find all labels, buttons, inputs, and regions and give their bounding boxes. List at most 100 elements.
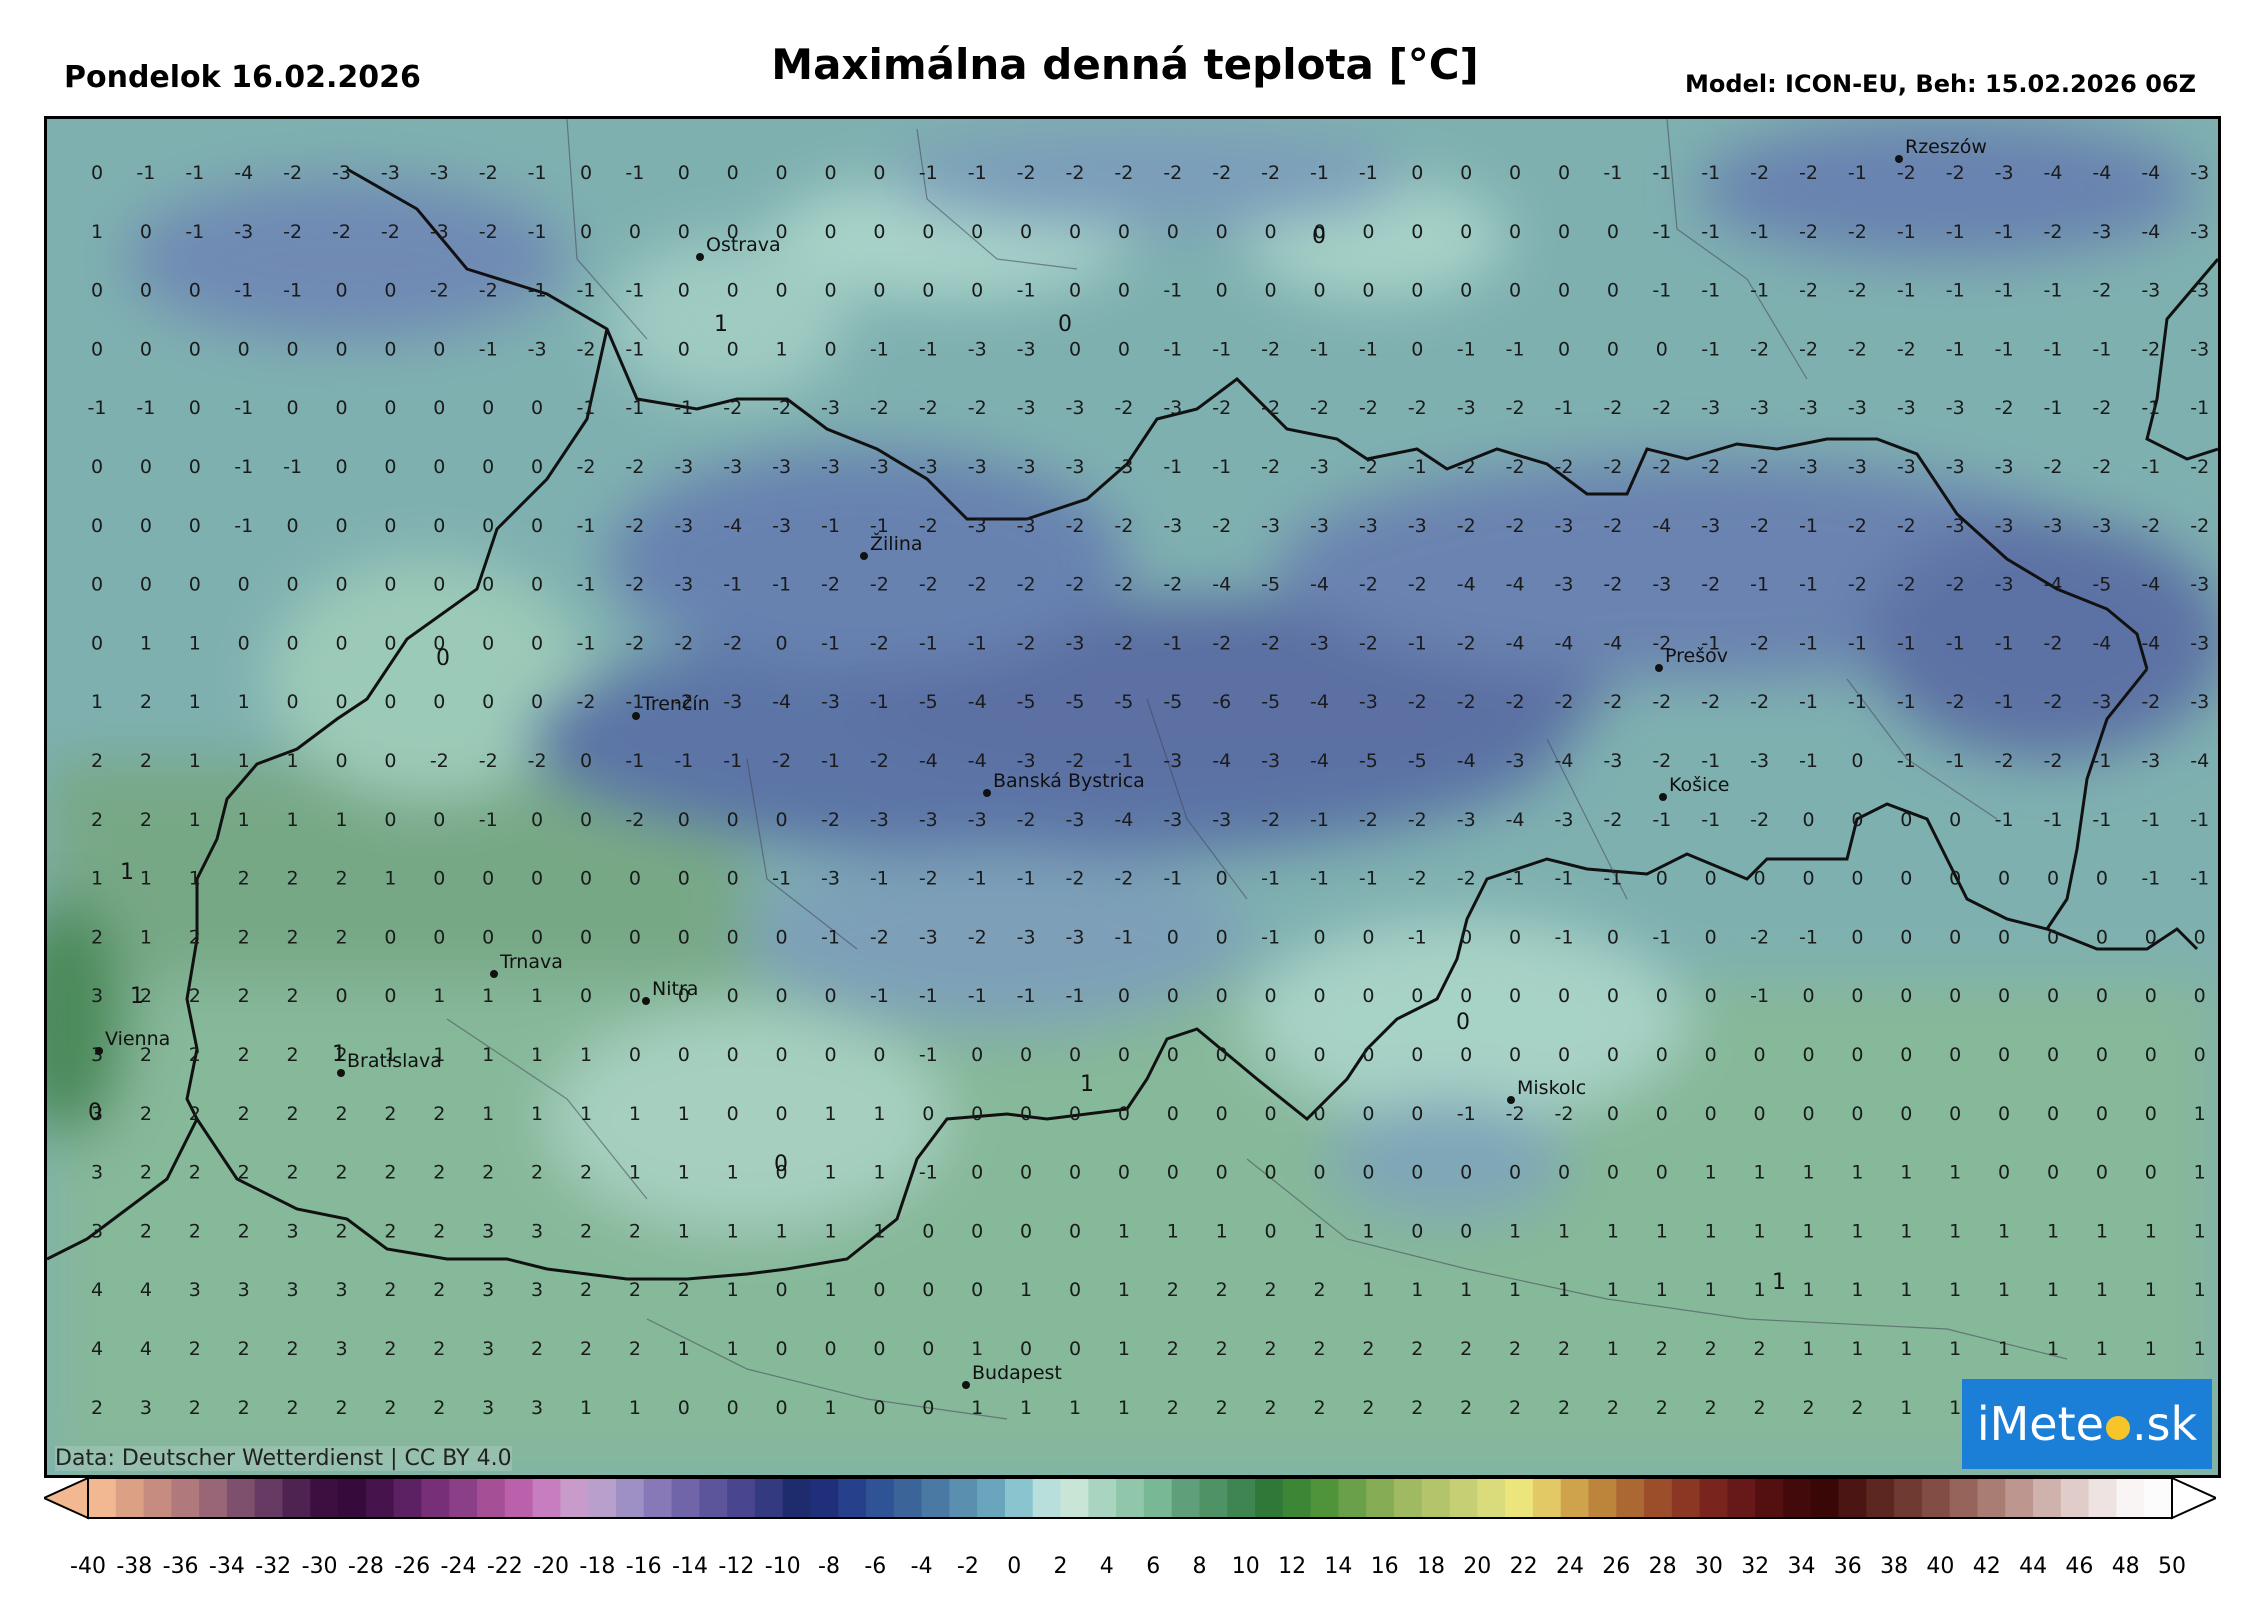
grid-value: -3 <box>1701 515 1720 537</box>
grid-value: -2 <box>283 162 302 184</box>
grid-value: -2 <box>625 574 644 596</box>
grid-value: 0 <box>1362 1044 1374 1066</box>
grid-value: -1 <box>919 338 938 360</box>
grid-value: 2 <box>1216 1397 1228 1419</box>
grid-value: 1 <box>384 1044 396 1066</box>
grid-value: 0 <box>776 632 788 654</box>
grid-value: 0 <box>1802 985 1814 1007</box>
grid-value: -2 <box>1750 162 1769 184</box>
grid-value: -3 <box>234 221 253 243</box>
grid-value: 1 <box>727 1220 739 1242</box>
grid-value: -3 <box>1995 515 2014 537</box>
city-dot <box>490 970 498 978</box>
grid-value: -2 <box>1114 397 1133 419</box>
grid-value: 2 <box>1167 1338 1179 1360</box>
grid-value: 0 <box>335 456 347 478</box>
grid-value: -1 <box>1652 221 1671 243</box>
grid-value: -2 <box>1750 691 1769 713</box>
contour-label: 1 <box>714 312 728 337</box>
grid-value: -2 <box>1848 280 1867 302</box>
grid-value: 0 <box>1362 926 1374 948</box>
grid-value: 0 <box>2096 985 2108 1007</box>
grid-value: 1 <box>1900 1162 1912 1184</box>
grid-value: -3 <box>968 456 987 478</box>
colorbar-swatch <box>1421 1478 1451 1518</box>
grid-value: 2 <box>1509 1397 1521 1419</box>
grid-value: 2 <box>1313 1338 1325 1360</box>
temperature-map: 0 -1 -1 -4 -2 -3 -3 -3 -2 -1 0 -1 0 0 0 0 0 -1 -1 -2 -2 -2 -2 -… <box>44 116 2221 1478</box>
grid-value: 0 <box>1313 1103 1325 1125</box>
grid-value: -2 <box>1066 162 1085 184</box>
colorbar-swatch <box>2116 1478 2145 1518</box>
grid-value: -2 <box>1261 809 1280 831</box>
colorbar-swatch <box>1282 1478 1312 1518</box>
city-label: Trnava <box>499 951 563 973</box>
grid-value: 0 <box>238 574 250 596</box>
grid-value: -1 <box>1114 926 1133 948</box>
grid-value: -5 <box>1261 691 1280 713</box>
grid-value: -2 <box>1114 162 1133 184</box>
grid-value: -2 <box>1652 397 1671 419</box>
grid-value: 0 <box>189 456 201 478</box>
colorbar-tick-label: -6 <box>864 1554 887 1579</box>
grid-value: 0 <box>727 1103 739 1125</box>
grid-value: -1 <box>1799 750 1818 772</box>
grid-value: -4 <box>723 515 742 537</box>
grid-value: 3 <box>91 1044 103 1066</box>
grid-value: 0 <box>433 397 445 419</box>
grid-value: -1 <box>1995 691 2014 713</box>
colorbar-tick-label: 10 <box>1231 1554 1260 1579</box>
grid-value: -2 <box>1652 691 1671 713</box>
map-title: Maximálna denná teplota [°C] <box>771 40 1479 89</box>
grid-value: 0 <box>482 926 494 948</box>
grid-value: 0 <box>1754 868 1766 890</box>
grid-value: -2 <box>1897 162 1916 184</box>
grid-value: -1 <box>1163 632 1182 654</box>
grid-value: 0 <box>1900 868 1912 890</box>
grid-value: 0 <box>384 926 396 948</box>
grid-value: -3 <box>1506 750 1525 772</box>
imeteo-logo[interactable]: iMete .sk <box>1962 1379 2212 1469</box>
grid-value: 1 <box>824 1279 836 1301</box>
grid-value: -2 <box>2044 632 2063 654</box>
grid-value: -1 <box>136 397 155 419</box>
grid-value: -2 <box>2190 456 2209 478</box>
colorbar-swatch <box>1060 1478 1089 1518</box>
grid-value: 1 <box>580 1103 592 1125</box>
colorbar-swatch <box>1977 1478 2006 1518</box>
grid-value: 0 <box>2145 1044 2157 1066</box>
grid-value: -1 <box>674 750 693 772</box>
grid-value: 0 <box>1705 868 1717 890</box>
grid-value: 1 <box>678 1338 690 1360</box>
grid-value: 2 <box>1313 1279 1325 1301</box>
grid-value: -2 <box>1750 926 1769 948</box>
grid-value: -1 <box>625 750 644 772</box>
grid-value: 0 <box>776 162 788 184</box>
grid-value: 0 <box>1851 868 1863 890</box>
grid-value: 2 <box>189 1397 201 1419</box>
grid-value: 0 <box>91 574 103 596</box>
grid-value: 1 <box>1949 1220 1961 1242</box>
grid-value: 1 <box>2145 1279 2157 1301</box>
grid-value: -4 <box>2141 574 2160 596</box>
grid-value: 0 <box>140 338 152 360</box>
colorbar-tick-label: 26 <box>1602 1554 1631 1579</box>
grid-value: 1 <box>1851 1279 1863 1301</box>
grid-value: 0 <box>531 691 543 713</box>
grid-value: -4 <box>1212 750 1231 772</box>
grid-value: 0 <box>776 221 788 243</box>
grid-value: -3 <box>1310 456 1329 478</box>
grid-value: 0 <box>335 397 347 419</box>
grid-value: -2 <box>1946 691 1965 713</box>
grid-value: 1 <box>678 1162 690 1184</box>
grid-value: -2 <box>381 221 400 243</box>
grid-value: 1 <box>1705 1279 1717 1301</box>
grid-value: 0 <box>678 985 690 1007</box>
grid-value: 1 <box>1949 1338 1961 1360</box>
grid-value: -3 <box>1603 750 1622 772</box>
grid-value: -3 <box>968 515 987 537</box>
colorbar-swatch <box>643 1478 673 1518</box>
grid-value: 1 <box>2145 1338 2157 1360</box>
grid-value: -3 <box>821 397 840 419</box>
grid-value: -4 <box>1652 515 1671 537</box>
